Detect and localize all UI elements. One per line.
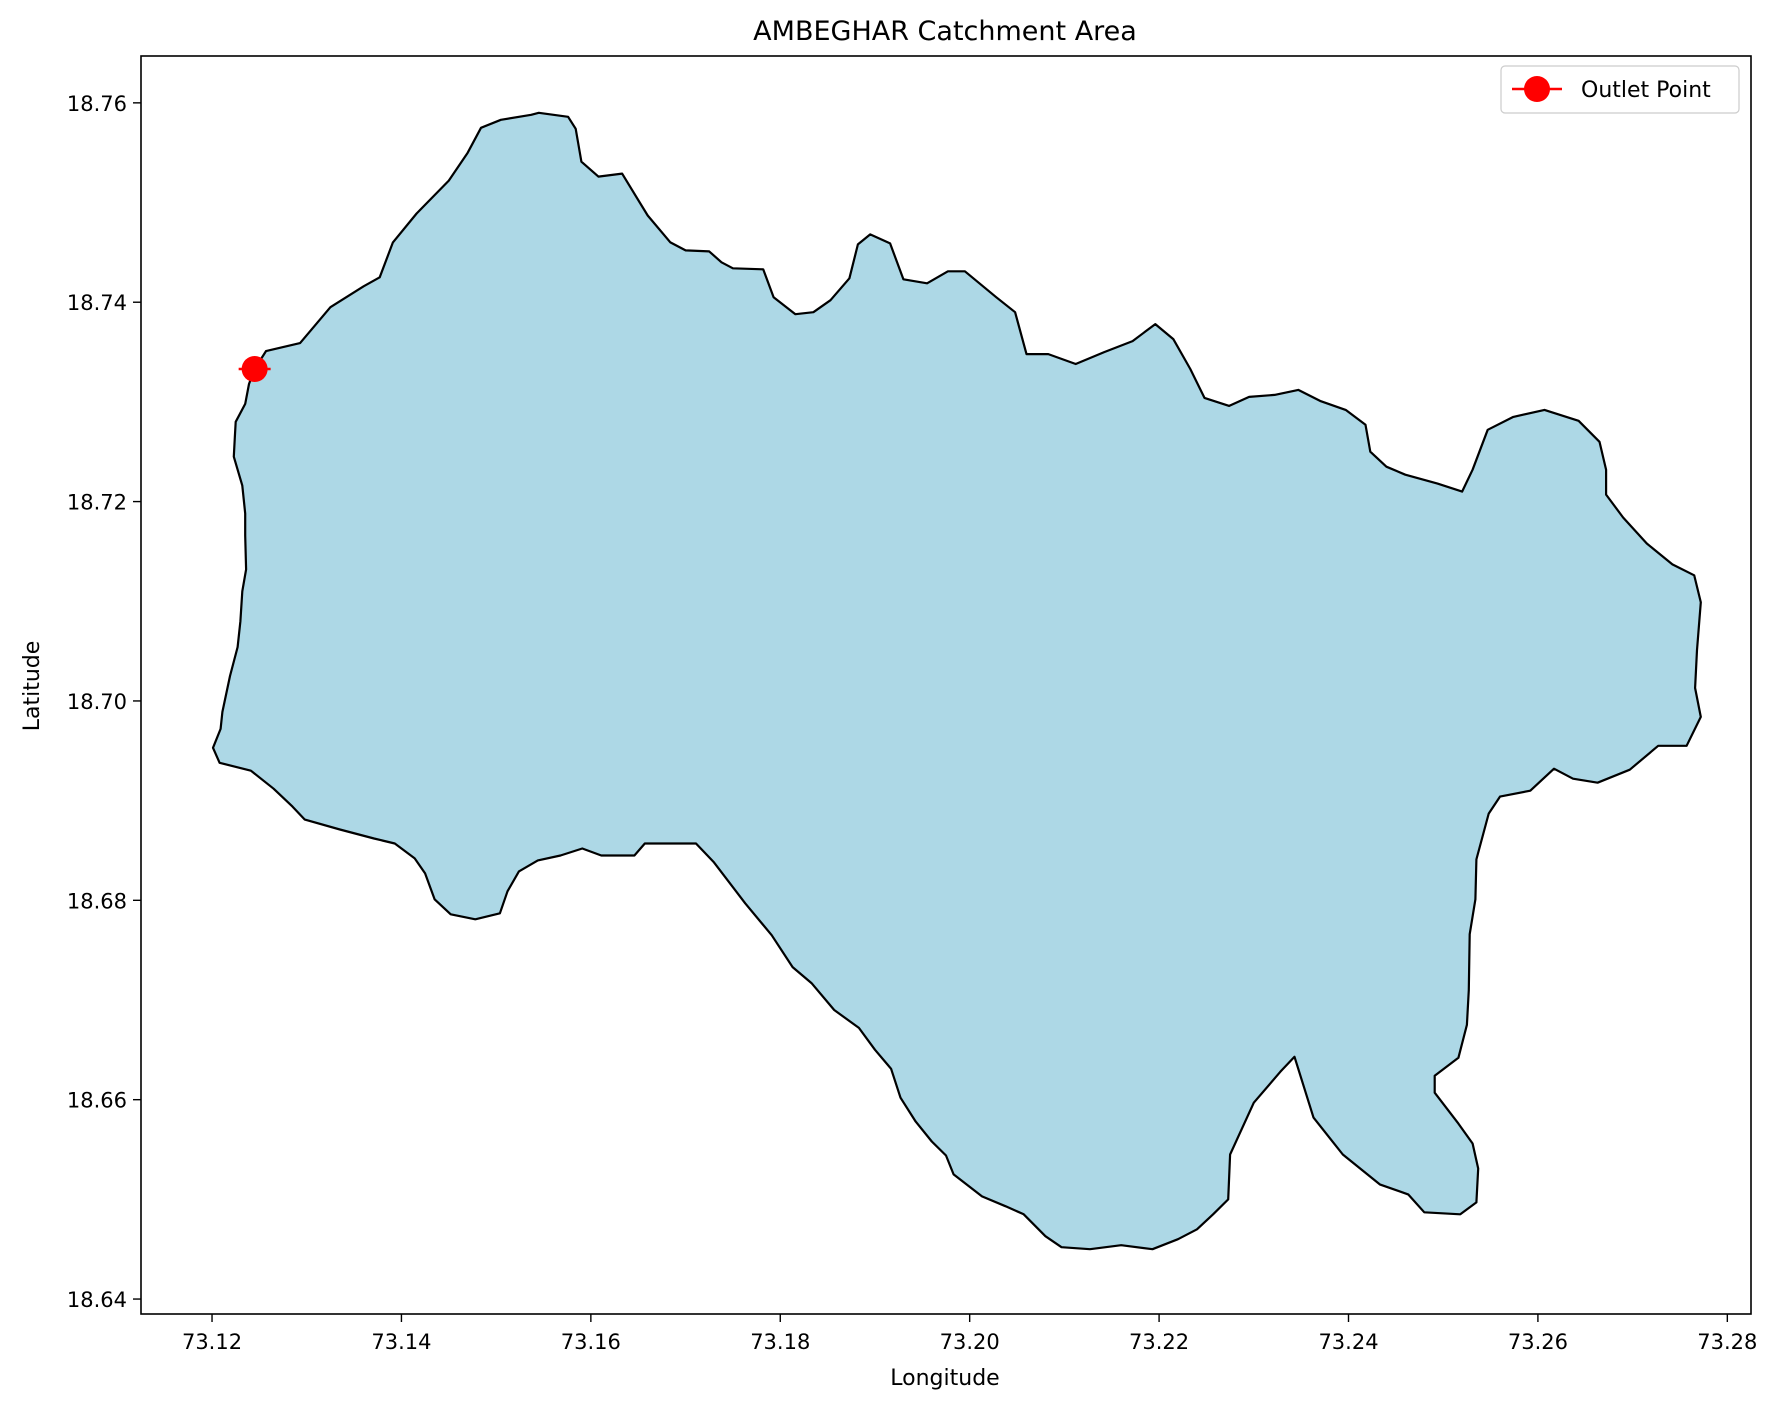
x-tick-label: 73.22	[1129, 1330, 1189, 1354]
y-tick-label: 18.76	[67, 92, 127, 116]
axes-frame	[140, 55, 1752, 1315]
x-tick-label: 73.28	[1697, 1330, 1757, 1354]
outlet-point-marker	[241, 356, 268, 383]
x-tick-label: 73.14	[371, 1330, 431, 1354]
x-tick-label: 73.18	[750, 1330, 810, 1354]
y-tick-label: 18.64	[67, 1288, 127, 1312]
y-axis-label: Latitude	[20, 641, 45, 732]
legend-label: Outlet Point	[1581, 78, 1711, 103]
y-tick-label: 18.74	[67, 291, 127, 315]
x-axis-ticks: 73.12 73.14 73.16 73.18 73.20 73.22 73.24 73.26…	[182, 1314, 1757, 1354]
legend-marker	[1524, 76, 1550, 102]
y-tick-label: 18.68	[67, 889, 127, 913]
y-tick-label: 18.72	[67, 491, 127, 515]
x-tick-label: 73.16	[561, 1330, 621, 1354]
y-axis-ticks: 18.64 18.66 18.68 18.70 18.72 18.74 18.76	[67, 92, 141, 1312]
x-tick-label: 73.20	[940, 1330, 1000, 1354]
legend: Outlet Point	[1500, 65, 1740, 114]
y-tick-label: 18.66	[67, 1089, 127, 1113]
x-axis-label: Longitude	[890, 1366, 999, 1391]
x-tick-label: 73.26	[1508, 1330, 1568, 1354]
legend-box	[1500, 65, 1740, 114]
plot-area	[211, 111, 1702, 1251]
x-tick-label: 73.12	[182, 1330, 242, 1354]
catchment-area-polygon	[211, 111, 1702, 1251]
plot-title: AMBEGHAR Catchment Area	[753, 16, 1137, 47]
y-tick-label: 18.70	[67, 690, 127, 714]
x-tick-label: 73.24	[1318, 1330, 1378, 1354]
